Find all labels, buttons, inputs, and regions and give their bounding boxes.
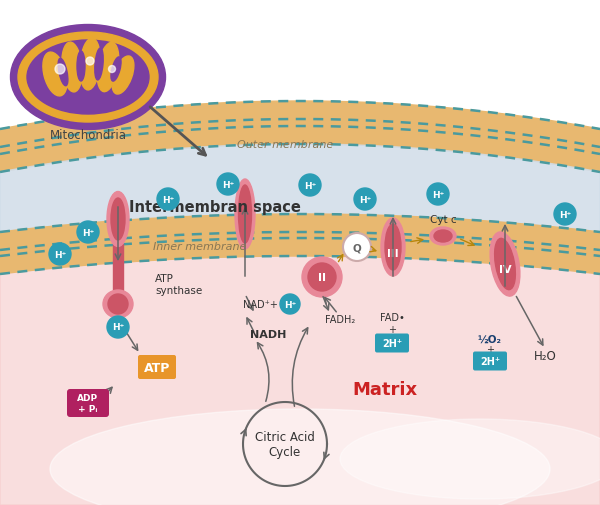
Text: ADP
+ Pᵢ: ADP + Pᵢ bbox=[77, 393, 98, 413]
Ellipse shape bbox=[381, 219, 405, 276]
Polygon shape bbox=[0, 257, 600, 505]
Text: IV: IV bbox=[499, 265, 511, 274]
Text: Q: Q bbox=[353, 242, 361, 252]
Ellipse shape bbox=[111, 58, 121, 82]
Text: H⁺: H⁺ bbox=[162, 195, 174, 204]
Ellipse shape bbox=[238, 186, 251, 243]
Text: ½O₂: ½O₂ bbox=[478, 334, 502, 344]
Circle shape bbox=[109, 66, 116, 73]
Text: +: + bbox=[388, 324, 396, 334]
Text: NAD⁺+ H⁺: NAD⁺+ H⁺ bbox=[242, 299, 293, 310]
Circle shape bbox=[308, 264, 336, 291]
Ellipse shape bbox=[108, 294, 128, 315]
Text: NADH: NADH bbox=[250, 329, 286, 339]
Text: H⁺: H⁺ bbox=[304, 181, 316, 190]
Text: FAD•: FAD• bbox=[380, 313, 404, 322]
Text: III: III bbox=[387, 248, 399, 259]
Circle shape bbox=[554, 204, 576, 226]
Ellipse shape bbox=[62, 43, 82, 93]
Circle shape bbox=[280, 294, 300, 315]
Ellipse shape bbox=[103, 290, 133, 318]
Text: H⁺: H⁺ bbox=[559, 210, 571, 219]
Ellipse shape bbox=[112, 57, 134, 95]
Ellipse shape bbox=[235, 180, 255, 249]
Ellipse shape bbox=[340, 419, 600, 499]
Ellipse shape bbox=[385, 225, 401, 271]
Ellipse shape bbox=[111, 198, 125, 240]
Circle shape bbox=[299, 175, 321, 196]
Ellipse shape bbox=[95, 49, 103, 81]
Ellipse shape bbox=[490, 232, 520, 296]
Ellipse shape bbox=[43, 53, 67, 97]
Circle shape bbox=[77, 222, 99, 243]
Circle shape bbox=[343, 233, 371, 262]
Ellipse shape bbox=[58, 59, 68, 86]
Text: Intermembran space: Intermembran space bbox=[129, 199, 301, 214]
Text: FADH₂: FADH₂ bbox=[325, 315, 355, 324]
Text: H₂O: H₂O bbox=[533, 350, 556, 363]
FancyBboxPatch shape bbox=[375, 334, 409, 353]
Text: II: II bbox=[318, 273, 326, 282]
Text: H⁺: H⁺ bbox=[284, 300, 296, 309]
Text: H⁺: H⁺ bbox=[432, 190, 444, 199]
Text: Inner membrane: Inner membrane bbox=[154, 241, 247, 251]
FancyBboxPatch shape bbox=[67, 389, 109, 417]
Ellipse shape bbox=[77, 52, 85, 82]
Circle shape bbox=[86, 58, 94, 66]
Text: +: + bbox=[486, 344, 494, 355]
Text: Outer membrane: Outer membrane bbox=[237, 140, 333, 149]
Text: 2H⁺: 2H⁺ bbox=[382, 338, 402, 348]
Text: H⁺: H⁺ bbox=[359, 195, 371, 204]
Ellipse shape bbox=[434, 231, 452, 242]
Text: H⁺: H⁺ bbox=[222, 180, 234, 189]
FancyBboxPatch shape bbox=[473, 352, 507, 371]
Ellipse shape bbox=[494, 239, 515, 290]
Ellipse shape bbox=[11, 25, 166, 130]
Text: Matrix: Matrix bbox=[352, 380, 418, 398]
Polygon shape bbox=[0, 145, 600, 232]
Text: H⁺: H⁺ bbox=[82, 228, 94, 237]
Circle shape bbox=[55, 65, 65, 75]
Circle shape bbox=[49, 243, 71, 266]
Circle shape bbox=[157, 189, 179, 211]
Polygon shape bbox=[0, 102, 600, 173]
Text: Citric Acid
Cycle: Citric Acid Cycle bbox=[255, 430, 315, 458]
Text: Mitochondria: Mitochondria bbox=[50, 128, 127, 141]
Text: H⁺: H⁺ bbox=[54, 250, 66, 259]
Ellipse shape bbox=[97, 43, 119, 92]
Ellipse shape bbox=[430, 228, 456, 245]
Text: ATP
synthase: ATP synthase bbox=[155, 274, 202, 295]
Ellipse shape bbox=[18, 33, 158, 123]
Circle shape bbox=[427, 184, 449, 206]
Text: 2H⁺: 2H⁺ bbox=[480, 357, 500, 366]
Polygon shape bbox=[0, 215, 600, 274]
Ellipse shape bbox=[80, 39, 100, 91]
Text: ATP: ATP bbox=[144, 361, 170, 374]
FancyBboxPatch shape bbox=[138, 356, 176, 379]
Circle shape bbox=[217, 174, 239, 195]
Ellipse shape bbox=[50, 409, 550, 505]
Ellipse shape bbox=[107, 192, 129, 247]
Circle shape bbox=[302, 258, 342, 297]
Circle shape bbox=[107, 316, 129, 338]
Circle shape bbox=[354, 189, 376, 211]
Text: H⁺: H⁺ bbox=[112, 323, 124, 332]
Ellipse shape bbox=[27, 41, 149, 115]
Bar bbox=[113, 244, 123, 294]
Text: Cyt c: Cyt c bbox=[430, 215, 457, 225]
